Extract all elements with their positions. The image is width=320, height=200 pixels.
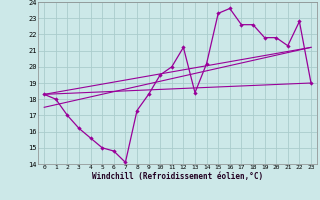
X-axis label: Windchill (Refroidissement éolien,°C): Windchill (Refroidissement éolien,°C) [92,172,263,181]
